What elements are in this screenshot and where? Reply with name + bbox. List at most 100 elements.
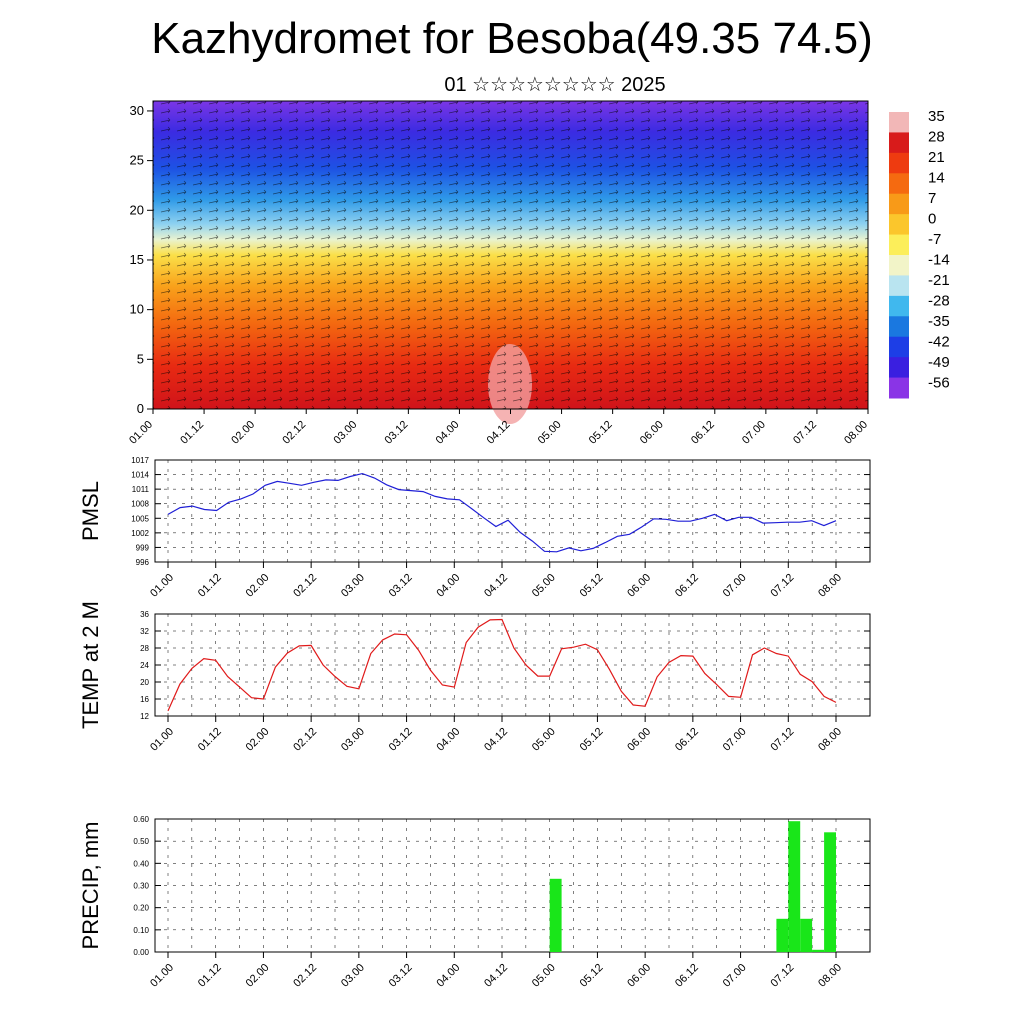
colorbar-swatch [889,295,909,317]
colorbar-label: -21 [928,272,950,289]
y-tick-label: 20 [130,202,144,217]
wind-vector-field [153,101,868,409]
plot-frame [154,818,871,953]
x-tick-label: 07.12 [768,572,796,600]
page-title: Kazhydromet for Besoba(49.35 74.5) [151,14,873,63]
colorbar-swatch [889,214,909,236]
plot-frame [154,459,871,563]
x-tick-label: 05.00 [530,726,558,754]
y-axis-label: TEMP at 2 M [78,601,103,729]
colorbar-swatch [889,275,909,297]
x-tick-label: 03.00 [331,419,359,447]
x-tick-label: 06.00 [625,962,653,990]
y-tick-label: 0.60 [133,815,149,824]
colorbar-swatch [889,377,909,399]
y-tick-label: 0 [137,401,144,416]
colorbar-swatch [889,193,909,215]
precip-bar [776,918,789,953]
x-tick-label: 06.00 [625,572,653,600]
x-tick-label: 04.12 [482,572,510,600]
y-tick-label: 24 [140,661,149,670]
x-tick-label: 06.00 [638,419,666,447]
x-tick-label: 02.12 [291,962,319,990]
x-tick-label: 03.00 [339,962,367,990]
x-tick-label: 03.00 [339,726,367,754]
x-tick-label: 02.12 [291,572,319,600]
x-tick-label: 07.00 [721,962,749,990]
y-tick-label: 999 [136,543,150,552]
x-tick-label: 03.12 [383,419,411,447]
x-tick-label: 05.00 [536,419,564,447]
precip-chart: 0.00 0.10 0.20 0.30 0.40 0.50 0.60 01.00 01.12 02… [78,815,871,990]
x-tick-label: 06.12 [673,726,701,754]
x-tick-label: 06.00 [625,726,653,754]
colorbar-swatch [889,234,909,256]
y-tick-label: 36 [140,610,149,619]
x-tick-label: 05.12 [587,419,615,447]
temperature-wind-section-chart: 0 5 10 15 20 25 30 01.00 01.12 02.00 02.12 03.00 03.… [127,100,950,447]
x-tick-label: 03.00 [339,572,367,600]
y-tick-label: 0.00 [133,948,149,957]
y-tick-label: 1017 [131,456,149,465]
x-tick-label: 01.00 [148,962,176,990]
colorbar-swatch [889,152,909,174]
colorbar-label: -56 [928,375,950,392]
y-tick-label: 32 [140,627,149,636]
x-tick-label: 06.12 [673,572,701,600]
x-tick-label: 04.00 [434,962,462,990]
colorbar-label: -42 [928,334,950,351]
y-tick-label: 20 [140,678,149,687]
x-tick-label: 02.00 [229,419,257,447]
x-tick-label: 05.00 [530,962,558,990]
pmsl-chart: 996 999 1002 1005 1008 1011 1014 1017 01.00 01.12… [78,456,871,600]
y-tick-label: 0.30 [133,882,149,891]
x-tick-label: 07.00 [721,572,749,600]
precip-bar [549,878,562,952]
colorbar-swatch [889,132,909,154]
precip-bar [788,821,801,952]
x-tick-label: 01.00 [148,572,176,600]
temp-chart: 12 16 20 24 28 32 36 01.00 01.12 02.00 02.12 03.00 0… [78,601,871,754]
y-axis-label: PRECIP, mm [78,822,103,950]
x-tick-label: 01.00 [148,726,176,754]
x-tick-label: 08.00 [816,962,844,990]
y-tick-label: 30 [130,103,144,118]
precip-bar [800,918,813,953]
colorbar-label: -49 [928,354,950,371]
y-tick-label: 0.50 [133,837,149,846]
y-tick-label: 25 [130,153,144,168]
x-tick-label: 05.12 [578,962,606,990]
x-tick-label: 02.12 [291,726,319,754]
x-tick-label: 01.12 [196,726,224,754]
y-tick-label: 1014 [131,471,149,480]
precip-bar [812,949,824,952]
x-tick-label: 05.12 [578,726,606,754]
colorbar-swatch [889,316,909,338]
x-tick-label: 01.12 [196,572,224,600]
colorbar-label: 0 [928,211,936,228]
x-tick-label: 02.00 [244,962,272,990]
page-subtitle: 01 ☆☆☆☆☆☆☆☆ 2025 [444,74,666,96]
colorbar-swatch [889,336,909,358]
y-tick-label: 0.20 [133,904,149,913]
x-tick-label: 04.12 [482,726,510,754]
colorbar-label: 28 [928,129,945,146]
x-tick-label: 02.00 [244,726,272,754]
colorbar-label: -35 [928,313,950,330]
x-tick-label: 04.00 [434,726,462,754]
y-tick-label: 1008 [131,500,149,509]
x-tick-label: 04.12 [482,962,510,990]
colorbar-swatch [889,255,909,276]
x-tick-label: 07.00 [721,726,749,754]
x-tick-label: 08.00 [816,572,844,600]
colorbar-swatch [889,357,909,379]
x-tick-label: 01.00 [127,419,155,447]
y-tick-label: 0.10 [133,926,149,935]
colorbar-label: -7 [928,231,941,248]
colorbar-label: 14 [928,170,945,187]
x-tick-label: 07.12 [791,419,819,447]
pmsl-series-line [167,472,837,553]
x-tick-label: 08.00 [842,419,870,447]
y-tick-label: 16 [140,695,149,704]
x-tick-label: 02.12 [280,419,308,447]
